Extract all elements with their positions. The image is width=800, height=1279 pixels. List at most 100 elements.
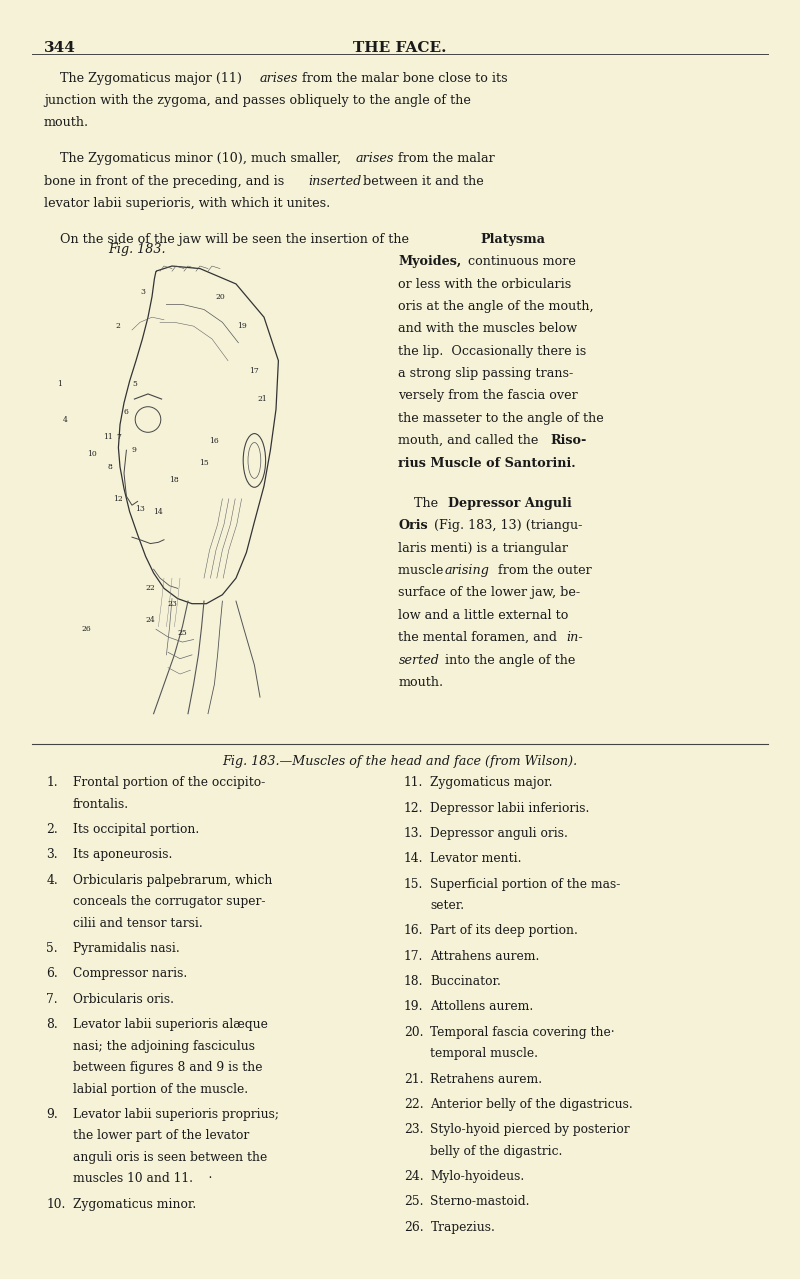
Text: 16: 16 <box>210 437 219 445</box>
Text: the lip.  Occasionally there is: the lip. Occasionally there is <box>398 345 586 358</box>
Text: between it and the: between it and the <box>359 175 484 188</box>
Text: from the malar bone close to its: from the malar bone close to its <box>298 72 508 84</box>
Text: 23.: 23. <box>404 1123 423 1136</box>
Text: 24.: 24. <box>404 1170 424 1183</box>
Text: 2.: 2. <box>46 824 58 836</box>
Text: in-: in- <box>566 632 583 645</box>
Text: Levator menti.: Levator menti. <box>430 852 522 866</box>
Text: muscle: muscle <box>398 564 448 577</box>
Text: arising: arising <box>445 564 490 577</box>
Text: between figures 8 and 9 is the: between figures 8 and 9 is the <box>73 1062 262 1074</box>
Text: 22.: 22. <box>404 1097 424 1111</box>
Text: cilii and tensor tarsi.: cilii and tensor tarsi. <box>73 917 202 930</box>
Text: Zygomaticus minor.: Zygomaticus minor. <box>73 1197 196 1211</box>
Text: 11: 11 <box>103 434 113 441</box>
Text: Orbicularis oris.: Orbicularis oris. <box>73 993 174 1005</box>
Text: belly of the digastric.: belly of the digastric. <box>430 1145 562 1157</box>
Text: 13.: 13. <box>404 828 423 840</box>
Text: anguli oris is seen between the: anguli oris is seen between the <box>73 1151 267 1164</box>
Text: Trapezius.: Trapezius. <box>430 1220 495 1234</box>
Text: seter.: seter. <box>430 899 465 912</box>
Text: the masseter to the angle of the: the masseter to the angle of the <box>398 412 604 425</box>
Text: Depressor labii inferioris.: Depressor labii inferioris. <box>430 802 590 815</box>
Text: Temporal fascia covering the·: Temporal fascia covering the· <box>430 1026 615 1039</box>
Text: 10.: 10. <box>46 1197 66 1211</box>
Text: Its aponeurosis.: Its aponeurosis. <box>73 848 172 862</box>
Text: Oris: Oris <box>398 519 428 532</box>
Text: 344: 344 <box>44 41 76 55</box>
Text: 25.: 25. <box>404 1196 423 1209</box>
Text: Riso-: Riso- <box>550 435 586 448</box>
Text: 15: 15 <box>199 459 209 467</box>
Text: inserted: inserted <box>308 175 362 188</box>
Text: Depressor Anguli: Depressor Anguli <box>448 498 572 510</box>
Text: 5: 5 <box>132 380 137 388</box>
Text: 1.: 1. <box>46 776 58 789</box>
Text: 21.: 21. <box>404 1073 423 1086</box>
Text: labial portion of the muscle.: labial portion of the muscle. <box>73 1082 248 1096</box>
Text: surface of the lower jaw, be-: surface of the lower jaw, be- <box>398 587 581 600</box>
Text: and with the muscles below: and with the muscles below <box>398 322 578 335</box>
Text: 26: 26 <box>82 625 91 633</box>
Text: Buccinator.: Buccinator. <box>430 975 502 989</box>
Text: Frontal portion of the occipito-: Frontal portion of the occipito- <box>73 776 265 789</box>
Text: 9: 9 <box>132 446 137 454</box>
Text: 17.: 17. <box>404 950 423 963</box>
Text: Myoides,: Myoides, <box>398 256 462 269</box>
Text: 18.: 18. <box>404 975 423 989</box>
Text: 23: 23 <box>167 600 177 608</box>
Text: On the side of the jaw will be seen the insertion of the: On the side of the jaw will be seen the … <box>44 233 413 246</box>
Text: low and a little external to: low and a little external to <box>398 609 569 622</box>
Text: 8.: 8. <box>46 1018 58 1031</box>
Text: levator labii superioris, with which it unites.: levator labii superioris, with which it … <box>44 197 330 210</box>
Text: junction with the zygoma, and passes obliquely to the angle of the: junction with the zygoma, and passes obl… <box>44 95 471 107</box>
Text: Attollens aurem.: Attollens aurem. <box>430 1000 534 1013</box>
Text: 12: 12 <box>114 495 123 503</box>
Text: serted: serted <box>398 654 439 666</box>
Text: (Fig. 183, 13) (triangu-: (Fig. 183, 13) (triangu- <box>430 519 582 532</box>
Text: oris at the angle of the mouth,: oris at the angle of the mouth, <box>398 301 594 313</box>
Text: 9.: 9. <box>46 1108 58 1120</box>
Text: Sterno-mastoid.: Sterno-mastoid. <box>430 1196 530 1209</box>
Text: 26.: 26. <box>404 1220 424 1234</box>
Text: 19: 19 <box>237 322 246 330</box>
Text: mouth.: mouth. <box>44 116 89 129</box>
Text: versely from the fascia over: versely from the fascia over <box>398 390 578 403</box>
Text: arises: arises <box>260 72 298 84</box>
Text: arises: arises <box>356 152 394 165</box>
Text: Part of its deep portion.: Part of its deep portion. <box>430 925 578 938</box>
Text: 4: 4 <box>63 416 68 423</box>
Text: 24: 24 <box>146 616 155 624</box>
Text: 1: 1 <box>58 380 62 388</box>
Text: 6: 6 <box>124 408 129 416</box>
Text: 20.: 20. <box>404 1026 423 1039</box>
Text: Levator labii superioris proprius;: Levator labii superioris proprius; <box>73 1108 279 1120</box>
Text: The: The <box>398 498 442 510</box>
Text: 14: 14 <box>154 508 163 515</box>
Text: 18: 18 <box>170 476 179 483</box>
Text: Mylo-hyoideus.: Mylo-hyoideus. <box>430 1170 525 1183</box>
Text: 13: 13 <box>135 505 145 513</box>
Text: Superficial portion of the mas-: Superficial portion of the mas- <box>430 877 621 890</box>
Text: 6.: 6. <box>46 967 58 981</box>
Text: 5.: 5. <box>46 943 58 955</box>
Text: mouth.: mouth. <box>398 677 443 689</box>
Text: continuous more: continuous more <box>464 256 576 269</box>
Text: Stylo-hyoid pierced by posterior: Stylo-hyoid pierced by posterior <box>430 1123 630 1136</box>
Text: 3: 3 <box>140 288 145 295</box>
Text: 10: 10 <box>87 450 97 458</box>
Text: laris menti) is a triangular: laris menti) is a triangular <box>398 542 568 555</box>
Text: rius Muscle of Santorini.: rius Muscle of Santorini. <box>398 457 576 469</box>
Text: conceals the corrugator super-: conceals the corrugator super- <box>73 895 266 908</box>
Text: 14.: 14. <box>404 852 423 866</box>
Text: Pyramidalis nasi.: Pyramidalis nasi. <box>73 943 179 955</box>
Text: 19.: 19. <box>404 1000 423 1013</box>
Text: Attrahens aurem.: Attrahens aurem. <box>430 950 540 963</box>
Text: a strong slip passing trans-: a strong slip passing trans- <box>398 367 574 380</box>
Text: 12.: 12. <box>404 802 423 815</box>
Text: from the outer: from the outer <box>494 564 591 577</box>
Text: Fig. 183.: Fig. 183. <box>108 243 166 256</box>
Text: muscles 10 and 11.    ·: muscles 10 and 11. · <box>73 1173 212 1186</box>
Text: Its occipital portion.: Its occipital portion. <box>73 824 199 836</box>
Text: THE FACE.: THE FACE. <box>354 41 446 55</box>
